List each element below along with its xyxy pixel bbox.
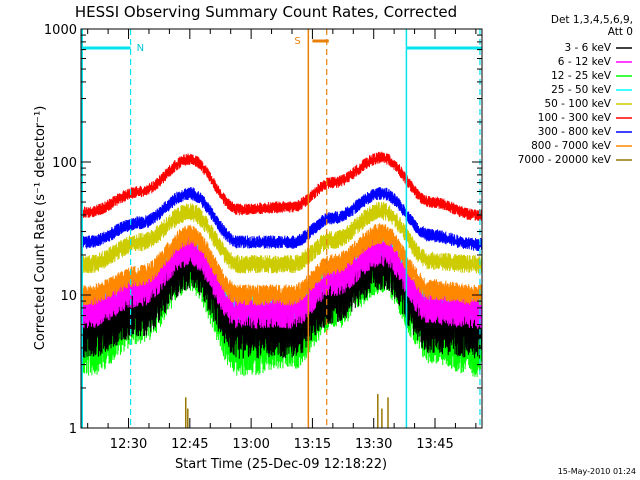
legend-label: 7000 - 20000 keV xyxy=(518,154,612,166)
series-line xyxy=(81,223,482,306)
legend-label: 3 - 6 keV xyxy=(564,42,611,54)
legend-header: Det 1,3,4,5,6,9, xyxy=(551,14,633,26)
series-line xyxy=(81,151,482,221)
y-tick-label: 100 xyxy=(52,156,77,171)
legend-label: 100 - 300 keV xyxy=(538,112,612,124)
legend-label: 12 - 25 keV xyxy=(551,70,612,82)
legend-header: Att 0 xyxy=(608,26,633,38)
legend: Det 1,3,4,5,6,9,Att 0 3 - 6 keV 6 - 12 keV… xyxy=(518,14,633,166)
series-line xyxy=(81,201,482,274)
y-tick-label: 1000 xyxy=(44,23,77,38)
x-tick-label: 13:30 xyxy=(355,437,392,452)
series-line xyxy=(81,186,482,252)
night-label: N xyxy=(137,43,144,54)
chart-title: HESSI Observing Summary Count Rates, Cor… xyxy=(75,3,457,21)
legend-label: 300 - 800 keV xyxy=(538,126,612,138)
x-tick-label: 13:00 xyxy=(232,437,269,452)
y-axis-label: Corrected Count Rate (s⁻¹ detector⁻¹) xyxy=(33,106,48,351)
legend-label: 6 - 12 keV xyxy=(558,56,612,68)
series-line xyxy=(81,233,482,329)
y-tick-label: 10 xyxy=(60,289,77,304)
y-tick-label: 1 xyxy=(69,422,77,437)
legend-label: 50 - 100 keV xyxy=(544,98,611,110)
x-tick-label: 13:45 xyxy=(416,437,453,452)
legend-label: 25 - 50 keV xyxy=(551,84,612,96)
annotation-layer: NS xyxy=(81,29,482,428)
timestamp: 15-May-2010 01:24 xyxy=(558,467,636,476)
x-tick-label: 13:15 xyxy=(294,437,331,452)
x-axis-label: Start Time (25-Dec-09 12:18:22) xyxy=(175,457,387,472)
series-layer xyxy=(81,151,482,378)
saa-label: S xyxy=(294,36,300,47)
axis-ticks: 1 10 100 1000 12:30 12:45 13:00 13:15 13:30 13:45 xyxy=(44,23,482,452)
plot-frame xyxy=(80,28,483,429)
legend-label: 800 - 7000 keV xyxy=(531,140,612,152)
x-tick-label: 12:45 xyxy=(171,437,208,452)
x-tick-label: 12:30 xyxy=(110,437,147,452)
